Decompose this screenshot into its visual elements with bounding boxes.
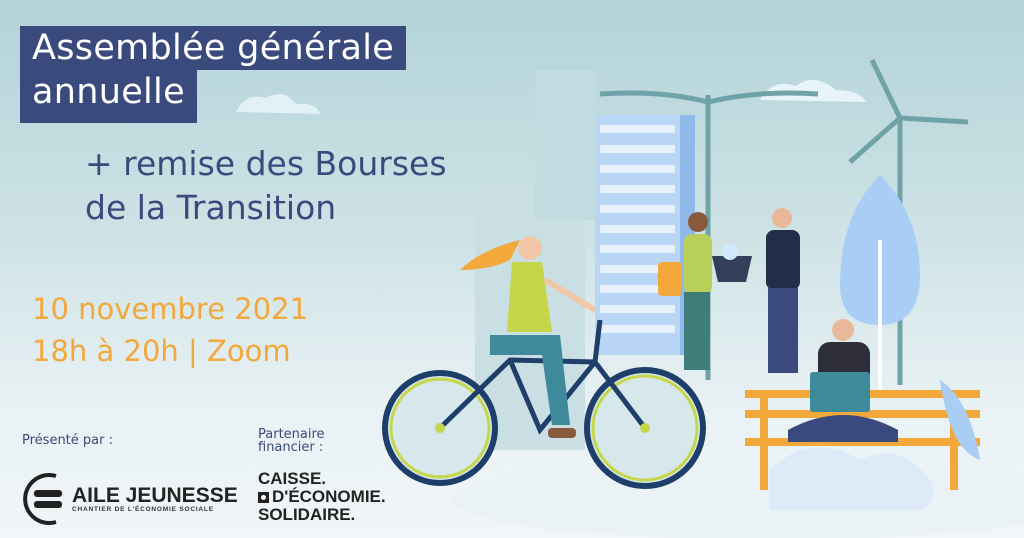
bush — [770, 447, 934, 510]
title-line-1: Assemblée générale — [20, 26, 407, 70]
caisse-logo-line-3: SOLIDAIRE. — [258, 505, 356, 524]
caisse-logo-line-2: D'ÉCONOMIE. — [272, 487, 386, 506]
aile-jeunesse-logo: AILE JEUNESSE CHANTIER DE L'ÉCONOMIE SOC… — [20, 470, 238, 528]
event-date: 10 novembre 2021 — [32, 292, 309, 326]
aile-jeunesse-name: AILE JEUNESSE — [72, 483, 238, 507]
aile-jeunesse-emblem-icon — [23, 473, 62, 525]
background-building — [535, 70, 595, 220]
presenter-label: Présenté par : — [22, 433, 113, 448]
partner-label-line-2: financier : — [258, 440, 324, 455]
woman-standing — [658, 212, 712, 370]
plant — [940, 380, 980, 460]
subtitle-line-2: de la Transition — [85, 188, 337, 227]
caisse-logo-line-1: CAISSE. — [258, 469, 327, 488]
partner-label: Partenaire financier : — [258, 428, 325, 454]
caisse-square-icon — [258, 492, 269, 503]
caisse-economie-solidaire-logo: CAISSE. D'ÉCONOMIE. SOLIDAIRE. — [258, 470, 386, 524]
title-line-2: annuelle — [20, 70, 197, 123]
subtitle-line-1: + remise des Bourses — [85, 144, 447, 183]
event-details: 10 novembre 2021 18h à 20h | Zoom — [32, 288, 308, 372]
partner-label-line-1: Partenaire — [258, 427, 325, 442]
cloud — [760, 79, 866, 102]
man-standing — [712, 208, 800, 373]
ground — [450, 460, 1024, 538]
cloud — [236, 94, 320, 114]
aile-jeunesse-tagline: CHANTIER DE L'ÉCONOMIE SOCIALE — [72, 505, 214, 513]
man-with-laptop — [788, 319, 898, 442]
event-time: 18h à 20h | Zoom — [32, 334, 291, 368]
tree — [840, 175, 920, 390]
subtitle: + remise des Bourses de la Transition — [85, 142, 447, 230]
bicycle — [382, 319, 706, 489]
office-building — [595, 115, 695, 355]
cyclist — [460, 236, 597, 438]
